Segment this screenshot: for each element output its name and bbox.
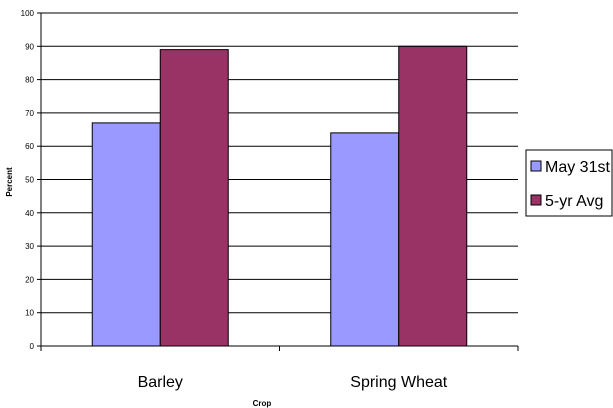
- legend: May 31st 5-yr Avg: [525, 149, 613, 217]
- y-tick-label-100: 100: [21, 9, 35, 18]
- y-tick-label-30: 30: [25, 242, 34, 251]
- x-axis-title: Crop: [253, 399, 272, 408]
- legend-swatch-may-31st: [530, 160, 542, 172]
- y-tick-label-70: 70: [25, 109, 34, 118]
- bars: [91, 45, 468, 347]
- y-tick-label-90: 90: [25, 42, 34, 51]
- x-tick-label-barley: Barley: [138, 374, 183, 391]
- y-tick-label-40: 40: [25, 209, 34, 218]
- legend-label-5yr-avg: 5-yr Avg: [545, 193, 603, 210]
- x-tick-label-spring-wheat: Spring Wheat: [350, 374, 447, 391]
- axes: [40, 13, 519, 351]
- y-tick-label-20: 20: [25, 275, 34, 284]
- y-tick-labels: 0 10 20 30 40 50 60 70 80 90 100: [21, 9, 35, 351]
- y-tick-label-0: 0: [30, 342, 35, 351]
- x-tick-labels: Barley Spring Wheat: [138, 374, 448, 391]
- bar-barley-5-yr-avg: [159, 49, 229, 347]
- legend-swatch-5yr-avg: [530, 194, 542, 206]
- bar-spring-wheat-may-31st: [330, 132, 400, 347]
- legend-label-may-31st: May 31st: [545, 159, 610, 176]
- bar-barley-may-31st: [91, 122, 161, 347]
- y-tick-label-60: 60: [25, 142, 34, 151]
- bar-spring-wheat-5-yr-avg: [398, 45, 468, 347]
- y-tick-label-50: 50: [25, 176, 34, 185]
- y-tick-label-80: 80: [25, 76, 34, 85]
- y-axis-title: Percent: [5, 167, 14, 197]
- y-tick-label-10: 10: [25, 309, 34, 318]
